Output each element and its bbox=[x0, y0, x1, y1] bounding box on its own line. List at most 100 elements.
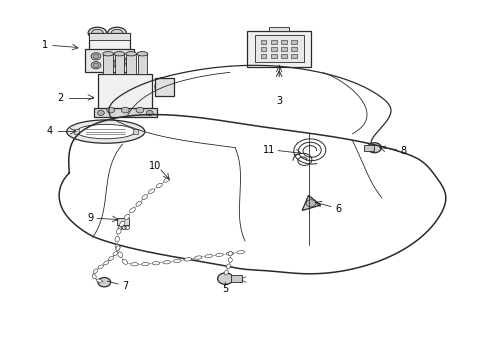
Circle shape bbox=[122, 58, 132, 65]
Ellipse shape bbox=[228, 258, 232, 262]
Text: 9: 9 bbox=[87, 213, 93, 222]
Bar bbox=[292, 47, 297, 51]
Bar bbox=[103, 54, 113, 74]
Text: 11: 11 bbox=[263, 144, 275, 154]
Ellipse shape bbox=[103, 51, 114, 56]
Ellipse shape bbox=[136, 201, 142, 206]
Circle shape bbox=[136, 107, 144, 113]
Polygon shape bbox=[302, 195, 321, 211]
Text: 8: 8 bbox=[401, 145, 407, 156]
Ellipse shape bbox=[124, 214, 130, 220]
Bar bbox=[292, 54, 297, 58]
Bar bbox=[117, 218, 129, 225]
Bar bbox=[255, 35, 304, 62]
Bar bbox=[281, 47, 287, 51]
Ellipse shape bbox=[148, 189, 155, 193]
Ellipse shape bbox=[116, 244, 120, 250]
Ellipse shape bbox=[226, 252, 234, 255]
Ellipse shape bbox=[173, 259, 181, 263]
Ellipse shape bbox=[164, 178, 170, 182]
Bar bbox=[281, 54, 287, 58]
Ellipse shape bbox=[237, 251, 245, 254]
Bar bbox=[261, 47, 267, 51]
Ellipse shape bbox=[117, 229, 121, 234]
Circle shape bbox=[108, 60, 118, 67]
Circle shape bbox=[93, 63, 99, 67]
Ellipse shape bbox=[122, 259, 127, 264]
Ellipse shape bbox=[116, 246, 120, 251]
Circle shape bbox=[147, 111, 153, 116]
Ellipse shape bbox=[92, 30, 103, 37]
Circle shape bbox=[122, 107, 129, 113]
Bar bbox=[231, 275, 242, 282]
Ellipse shape bbox=[126, 51, 137, 56]
Circle shape bbox=[91, 62, 101, 69]
Ellipse shape bbox=[137, 51, 148, 56]
Ellipse shape bbox=[67, 120, 145, 143]
Ellipse shape bbox=[184, 258, 192, 261]
Bar bbox=[281, 40, 287, 44]
Bar bbox=[138, 54, 147, 74]
Ellipse shape bbox=[155, 78, 169, 96]
Text: 7: 7 bbox=[122, 281, 128, 291]
Text: 2: 2 bbox=[57, 93, 63, 103]
Text: 3: 3 bbox=[276, 96, 282, 106]
Bar bbox=[271, 47, 277, 51]
Ellipse shape bbox=[114, 51, 125, 56]
Ellipse shape bbox=[93, 269, 98, 273]
Ellipse shape bbox=[205, 255, 213, 258]
Ellipse shape bbox=[96, 279, 102, 282]
Bar bbox=[270, 27, 289, 31]
Circle shape bbox=[107, 107, 115, 113]
Ellipse shape bbox=[111, 30, 123, 37]
Bar bbox=[247, 31, 311, 67]
Ellipse shape bbox=[216, 253, 223, 257]
Ellipse shape bbox=[118, 252, 122, 257]
Ellipse shape bbox=[108, 27, 126, 39]
Circle shape bbox=[110, 61, 116, 66]
Bar bbox=[98, 74, 152, 110]
Bar bbox=[155, 78, 174, 96]
Circle shape bbox=[306, 200, 316, 207]
Text: 1: 1 bbox=[42, 40, 48, 50]
Text: 10: 10 bbox=[148, 161, 161, 171]
Ellipse shape bbox=[224, 270, 228, 275]
Ellipse shape bbox=[163, 261, 171, 264]
Ellipse shape bbox=[131, 263, 138, 266]
Bar bbox=[126, 54, 136, 74]
Circle shape bbox=[218, 273, 233, 284]
Text: 4: 4 bbox=[47, 126, 52, 136]
Bar bbox=[364, 145, 373, 150]
Bar bbox=[271, 54, 277, 58]
Ellipse shape bbox=[195, 256, 202, 259]
Circle shape bbox=[98, 278, 111, 287]
Ellipse shape bbox=[104, 261, 109, 265]
Circle shape bbox=[91, 53, 101, 60]
Ellipse shape bbox=[142, 262, 149, 266]
Ellipse shape bbox=[228, 251, 232, 256]
Ellipse shape bbox=[115, 237, 120, 242]
Circle shape bbox=[93, 54, 99, 58]
Ellipse shape bbox=[76, 125, 135, 139]
Ellipse shape bbox=[98, 265, 103, 269]
Text: 6: 6 bbox=[336, 204, 342, 214]
Bar bbox=[94, 108, 157, 117]
Text: 5: 5 bbox=[222, 284, 228, 294]
Ellipse shape bbox=[129, 208, 135, 212]
Bar bbox=[261, 54, 267, 58]
Circle shape bbox=[124, 59, 130, 64]
Ellipse shape bbox=[88, 27, 107, 39]
Ellipse shape bbox=[109, 256, 114, 261]
Ellipse shape bbox=[152, 262, 160, 265]
Bar bbox=[85, 49, 134, 72]
Bar bbox=[133, 129, 138, 134]
Bar bbox=[89, 33, 130, 40]
Bar bbox=[115, 54, 124, 74]
Bar bbox=[74, 129, 79, 134]
Circle shape bbox=[98, 111, 104, 116]
Bar bbox=[89, 33, 130, 51]
Ellipse shape bbox=[142, 195, 147, 200]
Ellipse shape bbox=[156, 183, 162, 188]
Ellipse shape bbox=[226, 264, 230, 269]
Bar bbox=[271, 40, 277, 44]
